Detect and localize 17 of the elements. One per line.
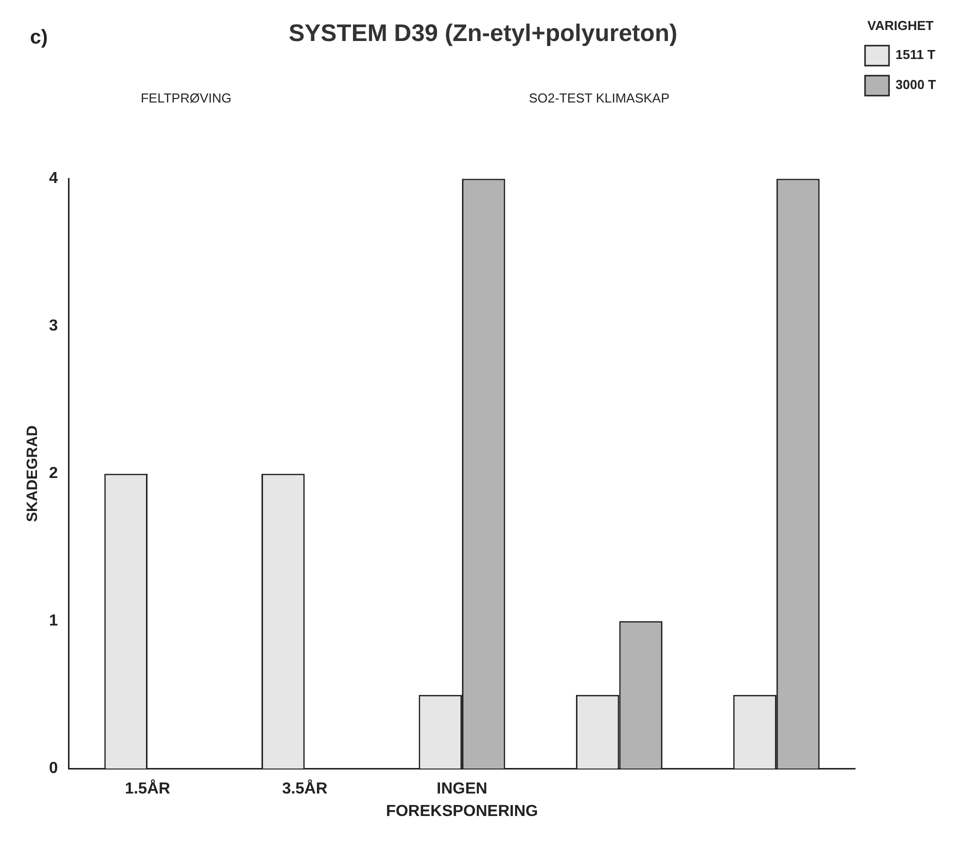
text: FELTPRØVING bbox=[140, 90, 232, 106]
y-tick-label: 4 bbox=[48, 170, 58, 188]
x-axis-title: FOREKSPONERING bbox=[386, 802, 538, 820]
x-tick-label: 3.5ÅR bbox=[282, 778, 328, 798]
y-axis-title: SKADEGRAD bbox=[24, 425, 42, 522]
y-tick-label: 2 bbox=[48, 465, 58, 482]
text: c) bbox=[30, 26, 48, 49]
y-tick-label: 1 bbox=[48, 612, 58, 630]
legend-label: 1511 T bbox=[896, 47, 936, 62]
y-tick-label: 0 bbox=[48, 760, 58, 778]
legend-title: VARIGHET bbox=[867, 18, 934, 34]
legend-label: 3000 T bbox=[896, 77, 936, 92]
y-tick-label: 3 bbox=[48, 318, 58, 335]
x-tick-label: 1.5ÅR bbox=[124, 778, 171, 798]
chart-title: SYSTEM D39 (Zn-etyl+polyureton) bbox=[288, 20, 678, 48]
text: SO2-TEST KLIMASKAP bbox=[528, 90, 670, 106]
x-tick-label: INGEN bbox=[436, 780, 488, 798]
